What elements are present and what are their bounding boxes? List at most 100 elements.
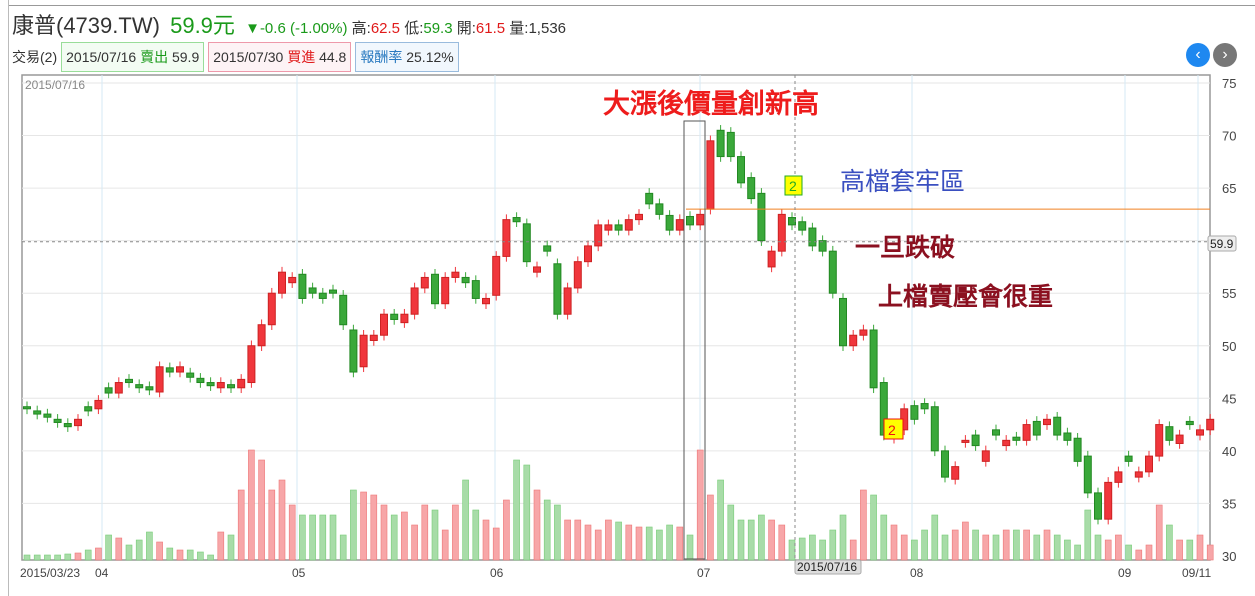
volume-bar: [982, 534, 990, 561]
volume-bar: [462, 479, 469, 561]
candle-body: [216, 382, 225, 389]
candle-body: [675, 219, 684, 231]
candle-body: [318, 292, 327, 299]
annotation-new-high: 大漲後價量創新高: [603, 88, 819, 119]
volume-bar: [401, 511, 408, 561]
candle-body: [665, 214, 674, 231]
volume-bar: [666, 524, 673, 561]
candle-body: [155, 366, 164, 393]
x-tick-label: 09/11: [1182, 566, 1211, 580]
x-tick-label: 07: [697, 566, 711, 580]
volume-bar: [431, 509, 439, 561]
candle-body: [114, 382, 123, 394]
annotation-trap-zone: 高檔套牢區: [840, 168, 965, 196]
annotation-pressure: 上檔賣壓會很重: [878, 282, 1053, 311]
volume-bar: [278, 479, 286, 561]
volume-bar: [890, 524, 898, 561]
volume-bar: [1084, 509, 1092, 561]
volume-bar: [564, 519, 571, 561]
sell-trade-tag[interactable]: 2015/07/16 賣出 59.9: [61, 42, 205, 72]
candle-body: [563, 287, 572, 315]
volume-bar: [992, 534, 1000, 561]
volume-label: 量:: [509, 20, 529, 37]
volume-bar: [23, 554, 31, 561]
candle-body: [43, 413, 52, 418]
trades-row: 交易(2) 2015/07/16 賣出 59.9 2015/07/30 買進 4…: [12, 42, 459, 72]
volume-bar: [248, 449, 255, 561]
candle-body: [1083, 455, 1092, 494]
volume-bar: [166, 547, 174, 561]
candle-body: [1124, 455, 1133, 462]
sell-marker: [784, 175, 803, 196]
volume-bar: [268, 489, 276, 561]
prev-arrow-icon[interactable]: ‹: [1186, 43, 1210, 67]
candle-body: [267, 292, 276, 326]
volume-bar: [809, 534, 816, 561]
y-tick-label: 40: [1222, 444, 1236, 459]
volume-bar: [574, 519, 582, 561]
volume-bar: [74, 552, 82, 561]
volume-bar: [839, 514, 847, 561]
volume-bar: [635, 526, 643, 561]
candle-body: [920, 403, 929, 410]
volume-bar: [870, 494, 877, 561]
buy-marker: [883, 418, 904, 440]
volume-bar: [125, 544, 133, 561]
candle-body: [1165, 426, 1174, 441]
roi-label: 報酬率: [360, 49, 403, 65]
x-tick-label: 06: [490, 566, 504, 580]
cursor-date-label: 2015/07/16: [797, 560, 857, 574]
volume-bar: [503, 499, 510, 561]
candle-body: [859, 329, 868, 336]
volume-bar: [921, 529, 928, 561]
candle-body: [512, 217, 521, 223]
candle-body: [1155, 424, 1164, 457]
next-arrow-icon[interactable]: ›: [1213, 43, 1237, 67]
volume-bar: [1074, 544, 1081, 561]
volume-bar: [472, 509, 480, 561]
volume-bar: [696, 449, 704, 561]
volume-bar: [350, 489, 357, 561]
annotation-break: 一旦跌破: [855, 234, 955, 262]
volume-bar: [747, 519, 755, 561]
top-border: [8, 0, 1255, 6]
volume-bar: [329, 514, 337, 561]
volume-bar: [288, 504, 296, 561]
plot-area: [21, 74, 1211, 561]
volume-bar: [64, 553, 72, 561]
volume-bar: [176, 549, 184, 561]
buy-label: 買進: [287, 49, 316, 65]
stock-name: 康普(4739.TW): [12, 13, 160, 38]
candle-body: [849, 334, 858, 347]
volume-bar: [1135, 549, 1143, 561]
candle-body: [1206, 418, 1215, 431]
candle-body: [1094, 492, 1102, 520]
candle-body: [594, 224, 603, 247]
candle-body: [716, 129, 725, 158]
volume-bar: [900, 534, 908, 561]
volume-bar: [758, 514, 765, 561]
candle-body: [1196, 429, 1204, 436]
y-tick-label: 75: [1222, 76, 1236, 91]
volume-bar: [237, 489, 245, 561]
volume-bar: [482, 519, 490, 561]
candle-body: [104, 387, 113, 394]
cursor-date-box: [794, 559, 862, 575]
candle-body: [33, 410, 42, 415]
candle-body: [981, 450, 990, 462]
candle-body: [686, 215, 694, 226]
volume-bar: [972, 529, 979, 561]
candle-body: [339, 294, 348, 326]
sell-label: 賣出: [140, 49, 169, 65]
volume-bar: [554, 504, 561, 561]
volume-bar: [645, 526, 653, 561]
candle-body: [1114, 471, 1123, 483]
volume-bar: [115, 537, 123, 561]
candle-body: [1104, 481, 1113, 520]
roi-tag: 報酬率 25.12%: [355, 42, 459, 72]
buy-trade-tag[interactable]: 2015/07/30 買進 44.8: [208, 42, 352, 72]
candle-body: [1175, 434, 1184, 444]
volume-bar: [798, 537, 806, 561]
volume-bar: [390, 514, 398, 561]
